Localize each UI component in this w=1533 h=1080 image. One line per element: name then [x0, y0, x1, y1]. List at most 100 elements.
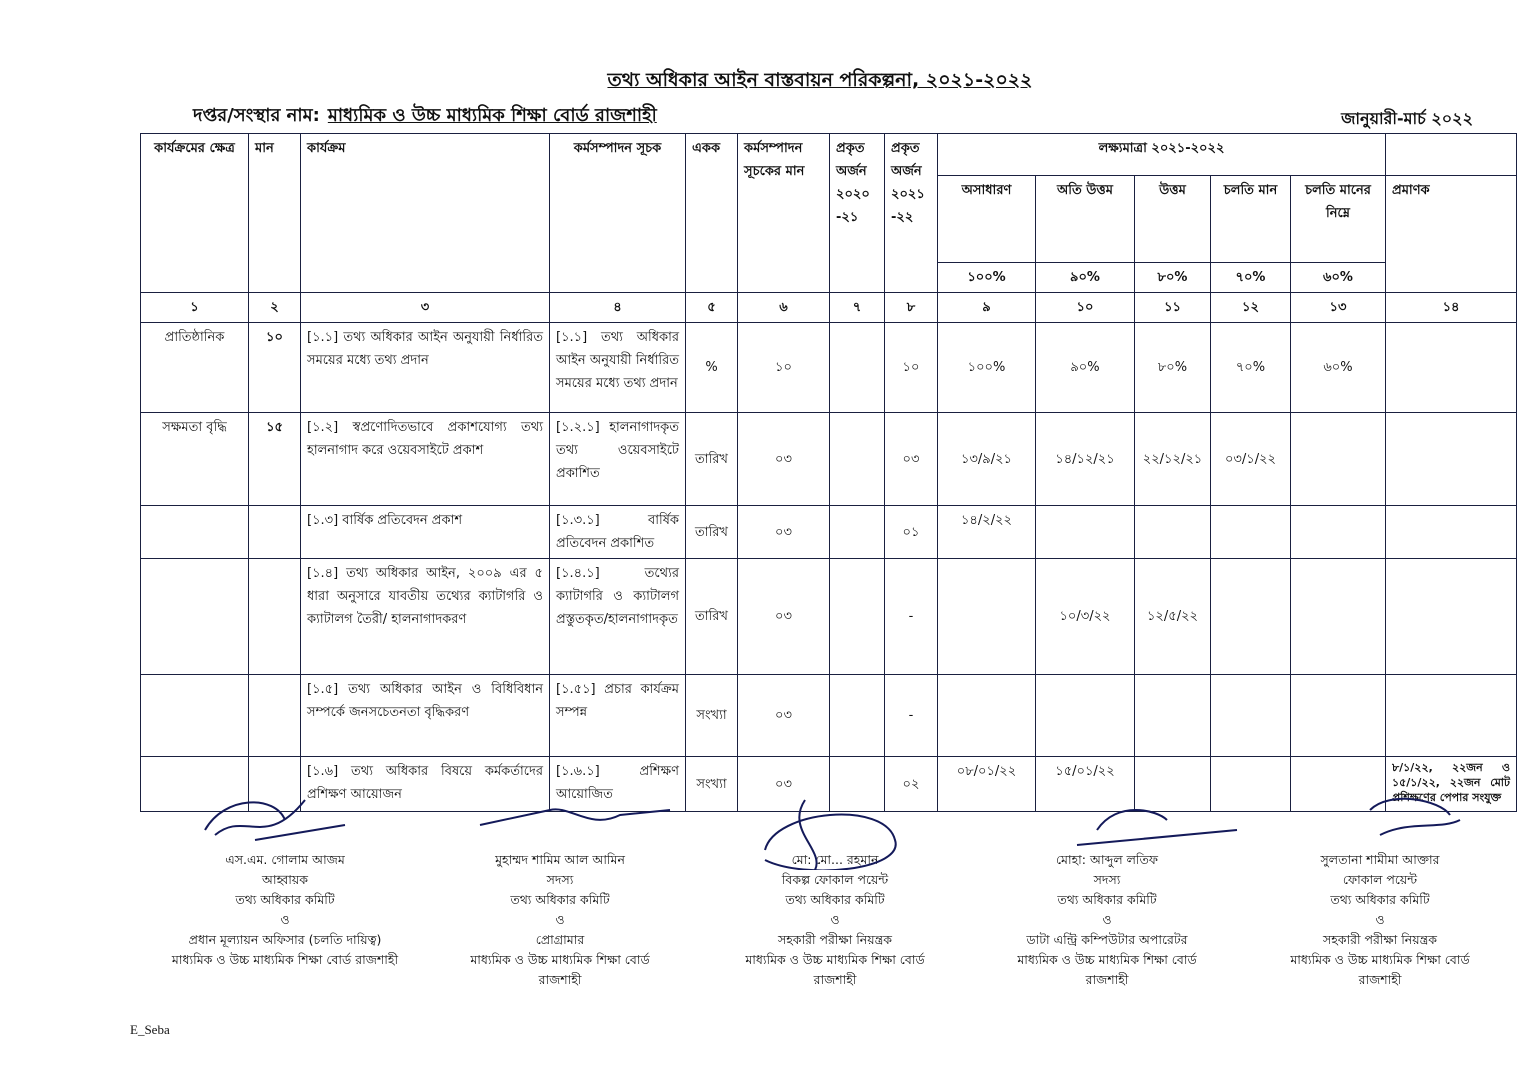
target-below-current-cell: [1290, 412, 1386, 506]
target-current-cell: [1210, 558, 1291, 675]
column-number: ৩: [300, 292, 550, 323]
table-row: [১.৪] তথ্য অধিকার আইন, ২০০৯ এর ৫ ধারা অন…: [140, 558, 1517, 675]
signatory-name: মো: মো... রহমান: [791, 852, 879, 867]
target-percent: ৮০%: [1134, 262, 1211, 293]
indicator-value-cell: ১০: [737, 322, 830, 413]
signatory-block: সুলতানা শামীমা আক্তার ফোকাল পয়েন্ট তথ্য অ…: [1250, 797, 1510, 990]
target-current-cell: [1210, 505, 1291, 559]
indicator-cell: [১.৬.১] প্রশিক্ষণ আয়োজিত: [549, 756, 686, 812]
activity-cell: [১.৩] বার্ষিক প্রতিবেদন প্রকাশ: [300, 505, 550, 559]
target-excellent-cell: ১০০%: [937, 322, 1036, 413]
signatory-org: মাধ্যমিক ও উচ্চ মাধ্যমিক শিক্ষা বোর্ড রা…: [171, 952, 399, 967]
signatory-name: এস.এম. গোলাম আজম: [225, 852, 345, 867]
signatory-committee: তথ্য অধিকার কমিটি: [1330, 892, 1430, 907]
weight-cell: [248, 558, 301, 675]
activity-cell: [১.৪] তথ্য অধিকার আইন, ২০০৯ এর ৫ ধারা অন…: [300, 558, 550, 675]
unit-cell: তারিখ: [685, 412, 738, 506]
target-below-current-cell: [1290, 505, 1386, 559]
signatory-name: মুহাম্মদ শামিম আল আমিন: [495, 852, 625, 867]
evidence-cell: [1385, 674, 1517, 757]
header-excellent: অসাধারণ: [937, 175, 1036, 263]
actual-2020-cell: [829, 505, 885, 559]
target-excellent-cell: ১৪/২/২২: [937, 505, 1036, 559]
signatory-committee: তথ্য অধিকার কমিটি: [785, 892, 885, 907]
column-number: ১২: [1210, 292, 1291, 323]
target-current-cell: [1210, 674, 1291, 757]
signatory-org: মাধ্যমিক ও উচ্চ মাধ্যমিক শিক্ষা বোর্ড: [1017, 952, 1197, 967]
area-cell: প্রাতিষ্ঠানিক: [140, 322, 249, 413]
header-weight: মান: [248, 133, 301, 293]
signatory-org: মাধ্যমিক ও উচ্চ মাধ্যমিক শিক্ষা বোর্ড: [745, 952, 925, 967]
target-percent: ১০০%: [937, 262, 1036, 293]
weight-cell: [248, 674, 301, 757]
signatory-committee: তথ্য অধিকার কমিটি: [1057, 892, 1157, 907]
area-cell: সক্ষমতা বৃদ্ধি: [140, 412, 249, 506]
column-number: ৪: [549, 292, 686, 323]
office-name-line: দপ্তর/সংস্থার নাম: মাধ্যমিক ও উচ্চ মাধ্যম…: [193, 101, 657, 132]
target-very-good-cell: ৯০%: [1035, 322, 1135, 413]
signatory-block: এস.এম. গোলাম আজম আহ্বায়ক তথ্য অধিকার কমিট…: [155, 799, 415, 970]
handwritten-signature: [1369, 797, 1461, 836]
header-indicator: কর্মসম্পাদন সূচক: [549, 133, 686, 293]
header-very-good: অতি উত্তম: [1035, 175, 1135, 263]
unit-cell: তারিখ: [685, 505, 738, 559]
signatory-org: মাধ্যমিক ও উচ্চ মাধ্যমিক শিক্ষা বোর্ড: [470, 952, 650, 967]
column-number: ১১: [1134, 292, 1211, 323]
target-excellent-cell: [937, 674, 1036, 757]
signatory-designation: প্রোগ্রামার: [535, 932, 585, 947]
actual-2020-cell: [829, 674, 885, 757]
weight-cell: [248, 505, 301, 559]
unit-cell: সংখ্যা: [685, 674, 738, 757]
plan-table: কার্যক্রমের ক্ষেত্র মান কার্যক্রম কর্মসম…: [140, 133, 1517, 812]
signatory-role: সদস্য: [1093, 872, 1121, 887]
signatory-designation: সহকারী পরীক্ষা নিয়ন্ত্রক: [777, 932, 893, 947]
actual-2020-cell: [829, 412, 885, 506]
header-blank: [1385, 133, 1517, 176]
actual-2020-cell: [829, 756, 885, 812]
indicator-value-cell: ০৩: [737, 674, 830, 757]
signatory-role: সদস্য: [546, 872, 574, 887]
column-number: ২: [248, 292, 301, 323]
target-percent: ৭০%: [1210, 262, 1291, 293]
office-name: মাধ্যমিক ও উচ্চ মাধ্যমিক শিক্ষা বোর্ড রা…: [327, 105, 657, 126]
signatory-and: ও: [830, 912, 840, 927]
column-number: ৯: [937, 292, 1036, 323]
column-number: ৮: [884, 292, 938, 323]
target-good-cell: [1134, 756, 1211, 812]
signatory-designation: সহকারী পরীক্ষা নিয়ন্ত্রক: [1322, 932, 1438, 947]
area-cell: [140, 558, 249, 675]
footer-label: E_Seba: [130, 1022, 170, 1037]
target-good-cell: [1134, 505, 1211, 559]
signatory-block: মুহাম্মদ শামিম আল আমিন সদস্য তথ্য অধিকার ক…: [430, 808, 690, 990]
indicator-cell: [১.৪.১] তথ্যের ক্যাটাগরি ও ক্যাটালগ প্রস…: [549, 558, 686, 675]
target-percent: ৯০%: [1035, 262, 1135, 293]
indicator-value-cell: ০৩: [737, 412, 830, 506]
target-good-cell: [1134, 674, 1211, 757]
weight-cell: ১০: [248, 322, 301, 413]
signatory-org2: রাজশাহী: [1358, 972, 1402, 987]
target-very-good-cell: [1035, 674, 1135, 757]
target-very-good-cell: ১৪/১২/২১: [1035, 412, 1135, 506]
table-row: সক্ষমতা বৃদ্ধি ১৫ [১.২] স্বপ্রণোদিতভাবে প্…: [140, 412, 1517, 506]
target-very-good-cell: [1035, 505, 1135, 559]
header-good: উত্তম: [1134, 175, 1211, 263]
evidence-cell: [1385, 322, 1517, 413]
table-row: [১.৬] তথ্য অধিকার বিষয়ে কর্মকর্তাদের প্…: [140, 756, 1517, 812]
handwritten-signature: [479, 808, 671, 826]
unit-cell: %: [685, 322, 738, 413]
reporting-period: জানুয়ারী-মার্চ ২০২২: [1341, 109, 1473, 128]
column-number: ১: [140, 292, 249, 323]
indicator-cell: [১.৩.১] বার্ষিক প্রতিবেদন প্রকাশিত: [549, 505, 686, 559]
target-excellent-cell: ১৩/৯/২১: [937, 412, 1036, 506]
column-number: ১০: [1035, 292, 1135, 323]
signatory-name: সুলতানা শামীমা আক্তার: [1320, 852, 1440, 867]
signatory-and: ও: [1375, 912, 1385, 927]
signatory-and: ও: [1102, 912, 1112, 927]
indicator-value-cell: ০৩: [737, 558, 830, 675]
area-cell: [140, 674, 249, 757]
header-target-group: লক্ষ্যমাত্রা ২০২১-২০২২: [937, 133, 1386, 176]
signatory-role: আহ্বায়ক: [262, 872, 308, 887]
indicator-cell: [১.১] তথ্য অধিকার আইন অনুযায়ী নির্ধারিত…: [549, 322, 686, 413]
signatory-org: মাধ্যমিক ও উচ্চ মাধ্যমিক শিক্ষা বোর্ড: [1290, 952, 1470, 967]
header-indicator-value: কর্মসম্পাদন সূচকের মান: [737, 133, 830, 293]
